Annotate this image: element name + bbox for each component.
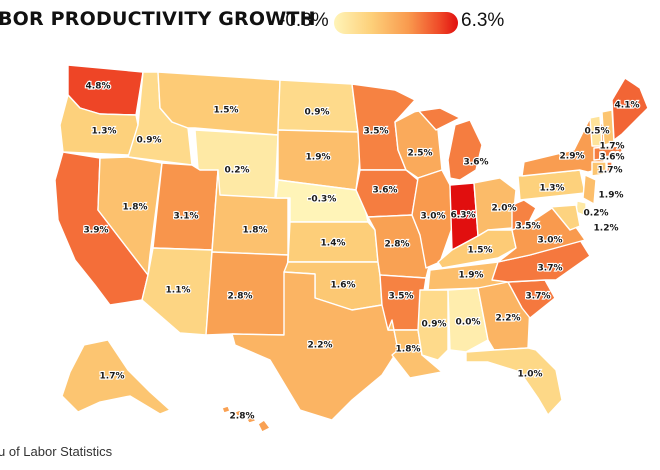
- state-label-mo: 2.8%: [385, 240, 410, 250]
- state-label-mi: 3.6%: [464, 158, 489, 168]
- state-label-wa: 4.8%: [86, 82, 111, 92]
- map-title: BOR PRODUCTIVITY GROWTH: [0, 8, 316, 30]
- legend-gradient-bar: [334, 12, 458, 34]
- state-label-hi: 2.8%: [230, 412, 255, 422]
- source-note: u of Labor Statistics: [0, 444, 113, 459]
- state-label-ut: 3.1%: [174, 212, 199, 222]
- state-label-ga: 2.2%: [496, 314, 521, 324]
- state-label-ma: 3.6%: [600, 153, 625, 163]
- state-label-nd: 0.9%: [305, 108, 330, 118]
- state-label-wy: 0.2%: [225, 166, 250, 176]
- state-label-ak: 1.7%: [100, 372, 125, 382]
- state-hi: [221, 405, 271, 433]
- state-ri: [606, 161, 613, 173]
- state-label-nh: 1.7%: [600, 142, 625, 152]
- state-label-me: 4.1%: [615, 101, 640, 111]
- state-label-fl: 1.0%: [518, 370, 543, 380]
- state-label-al: 0.0%: [456, 318, 481, 328]
- state-label-mt: 1.5%: [214, 106, 239, 116]
- state-label-ky: 1.5%: [468, 246, 493, 256]
- state-label-ar: 3.5%: [389, 292, 414, 302]
- state-ct: [591, 161, 607, 177]
- states-layer: [54, 64, 649, 433]
- state-ut: [152, 162, 219, 251]
- state-label-co: 1.8%: [243, 226, 268, 236]
- state-fl: [465, 347, 563, 416]
- state-md: [535, 204, 581, 231]
- state-label-ia: 3.6%: [373, 186, 398, 196]
- state-nd: [277, 79, 359, 133]
- state-label-va: 3.0%: [538, 236, 563, 246]
- state-label-ks: 1.4%: [321, 239, 346, 249]
- state-label-ny: 2.9%: [560, 152, 585, 162]
- state-label-nj: 1.9%: [599, 191, 624, 201]
- state-label-tx: 2.2%: [308, 341, 333, 351]
- state-label-tn: 1.9%: [459, 271, 484, 281]
- state-wv: [511, 199, 537, 231]
- state-label-ms: 0.9%: [422, 320, 447, 330]
- state-label-il: 3.0%: [421, 212, 446, 222]
- state-nv: [97, 156, 163, 276]
- state-label-ct: 1.7%: [598, 166, 623, 176]
- state-label-nm: 2.8%: [228, 292, 253, 302]
- state-label-nv: 1.8%: [123, 203, 148, 213]
- state-label-wv: 3.5%: [516, 222, 541, 232]
- state-label-md: 1.2%: [594, 224, 619, 234]
- state-mi: [411, 107, 483, 181]
- state-me: [611, 77, 649, 141]
- state-label-nc: 3.7%: [538, 264, 563, 274]
- state-label-mn: 3.5%: [364, 127, 389, 137]
- legend-max-label: 6.3%: [461, 10, 505, 31]
- state-label-id: 0.9%: [137, 136, 162, 146]
- state-label-az: 1.1%: [166, 286, 191, 296]
- state-vt: [589, 115, 603, 147]
- state-label-wi: 2.5%: [408, 149, 433, 159]
- state-label-ne: -0.3%: [308, 195, 337, 205]
- legend-min-label: -0.3%: [279, 10, 329, 31]
- state-label-vt: 0.5%: [585, 127, 610, 137]
- state-label-sd: 1.9%: [306, 153, 331, 163]
- state-ak: [61, 339, 171, 415]
- value-labels-layer: 4.8% 1.3% 3.9% 0.9% 1.8% 1.5% 0.2% 3.1% 1.1% 1.8%…: [82, 80, 640, 422]
- state-label-ca: 3.9%: [84, 226, 109, 236]
- state-label-sc: 3.7%: [526, 292, 551, 302]
- state-label-la: 1.8%: [396, 345, 421, 355]
- state-label-oh: 2.0%: [492, 204, 517, 214]
- state-label-pa: 1.3%: [540, 184, 565, 194]
- state-label-in: 6.3%: [451, 211, 476, 221]
- state-sd: [277, 129, 361, 191]
- state-label-de: 0.2%: [584, 209, 609, 219]
- state-nh: [601, 109, 615, 146]
- state-ma: [593, 145, 626, 161]
- state-tx: [231, 271, 399, 421]
- state-label-or: 1.3%: [92, 127, 117, 137]
- state-label-ok: 1.6%: [331, 281, 356, 291]
- state-label-ri: 3.6%: [600, 152, 625, 162]
- state-nj: [582, 174, 597, 205]
- state-al: [447, 287, 489, 353]
